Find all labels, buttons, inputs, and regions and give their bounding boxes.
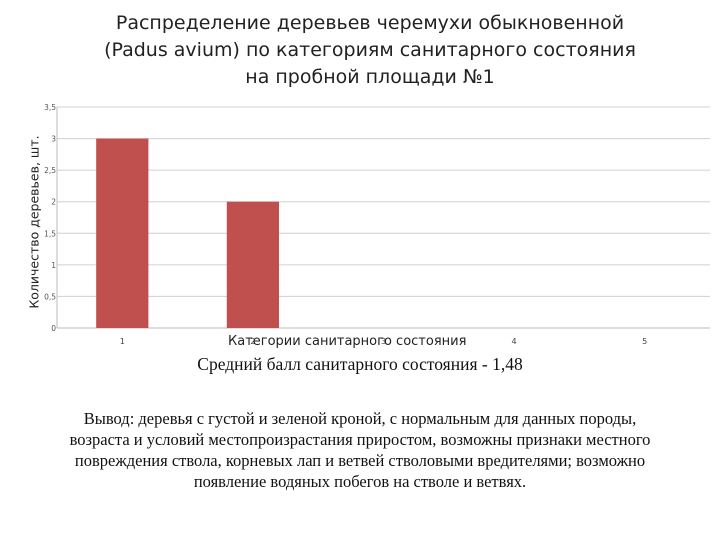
y-tick-label: 0,5 <box>44 292 56 301</box>
y-tick-label: 0 <box>51 324 56 333</box>
bar-chart: 0 0,5 1 1,5 2 2,5 3 3,5 1 2 3 4 5 <box>44 103 710 346</box>
x-tick-label: 2 <box>250 337 255 346</box>
conclusion-line-4: появление водяных побегов на стволе и ве… <box>193 472 527 491</box>
chart-title-line-2: (Padus avium) по категориям санитарного … <box>104 39 636 61</box>
bar <box>226 201 280 328</box>
conclusion-text: Вывод: деревья с густой и зеленой кроной… <box>18 408 702 492</box>
y-axis-label: Количество деревьев, шт. <box>26 135 42 309</box>
x-tick-label: 1 <box>120 337 125 346</box>
chart-title: Распределение деревьев черемухи обыкнове… <box>40 10 700 91</box>
x-tick-label: 3 <box>381 337 386 346</box>
y-tick-label: 2,5 <box>44 166 56 175</box>
chart-title-line-3: на пробной площади №1 <box>245 66 495 88</box>
conclusion-line-2: возраста и условий местопроизрастания пр… <box>69 430 651 449</box>
x-tick-label: 5 <box>642 337 647 346</box>
x-tick-label: 4 <box>512 337 517 346</box>
conclusion-line-3: повреждения ствола, корневых лап и ветве… <box>74 451 646 470</box>
y-tick-label: 3 <box>51 135 56 144</box>
y-tick-label: 1,5 <box>44 229 56 238</box>
average-score-text: Средний балл санитарного состояния - 1,4… <box>197 354 523 374</box>
y-tick-label: 1 <box>51 261 56 270</box>
bar <box>96 138 149 328</box>
chart-title-line-1: Распределение деревьев черемухи обыкнове… <box>115 12 625 34</box>
y-tick-label: 3,5 <box>44 103 56 112</box>
x-axis-label: Категории санитарного состояния <box>228 334 467 349</box>
conclusion-line-1: Вывод: деревья с густой и зеленой кроной… <box>83 409 637 428</box>
y-tick-label: 2 <box>51 198 56 207</box>
